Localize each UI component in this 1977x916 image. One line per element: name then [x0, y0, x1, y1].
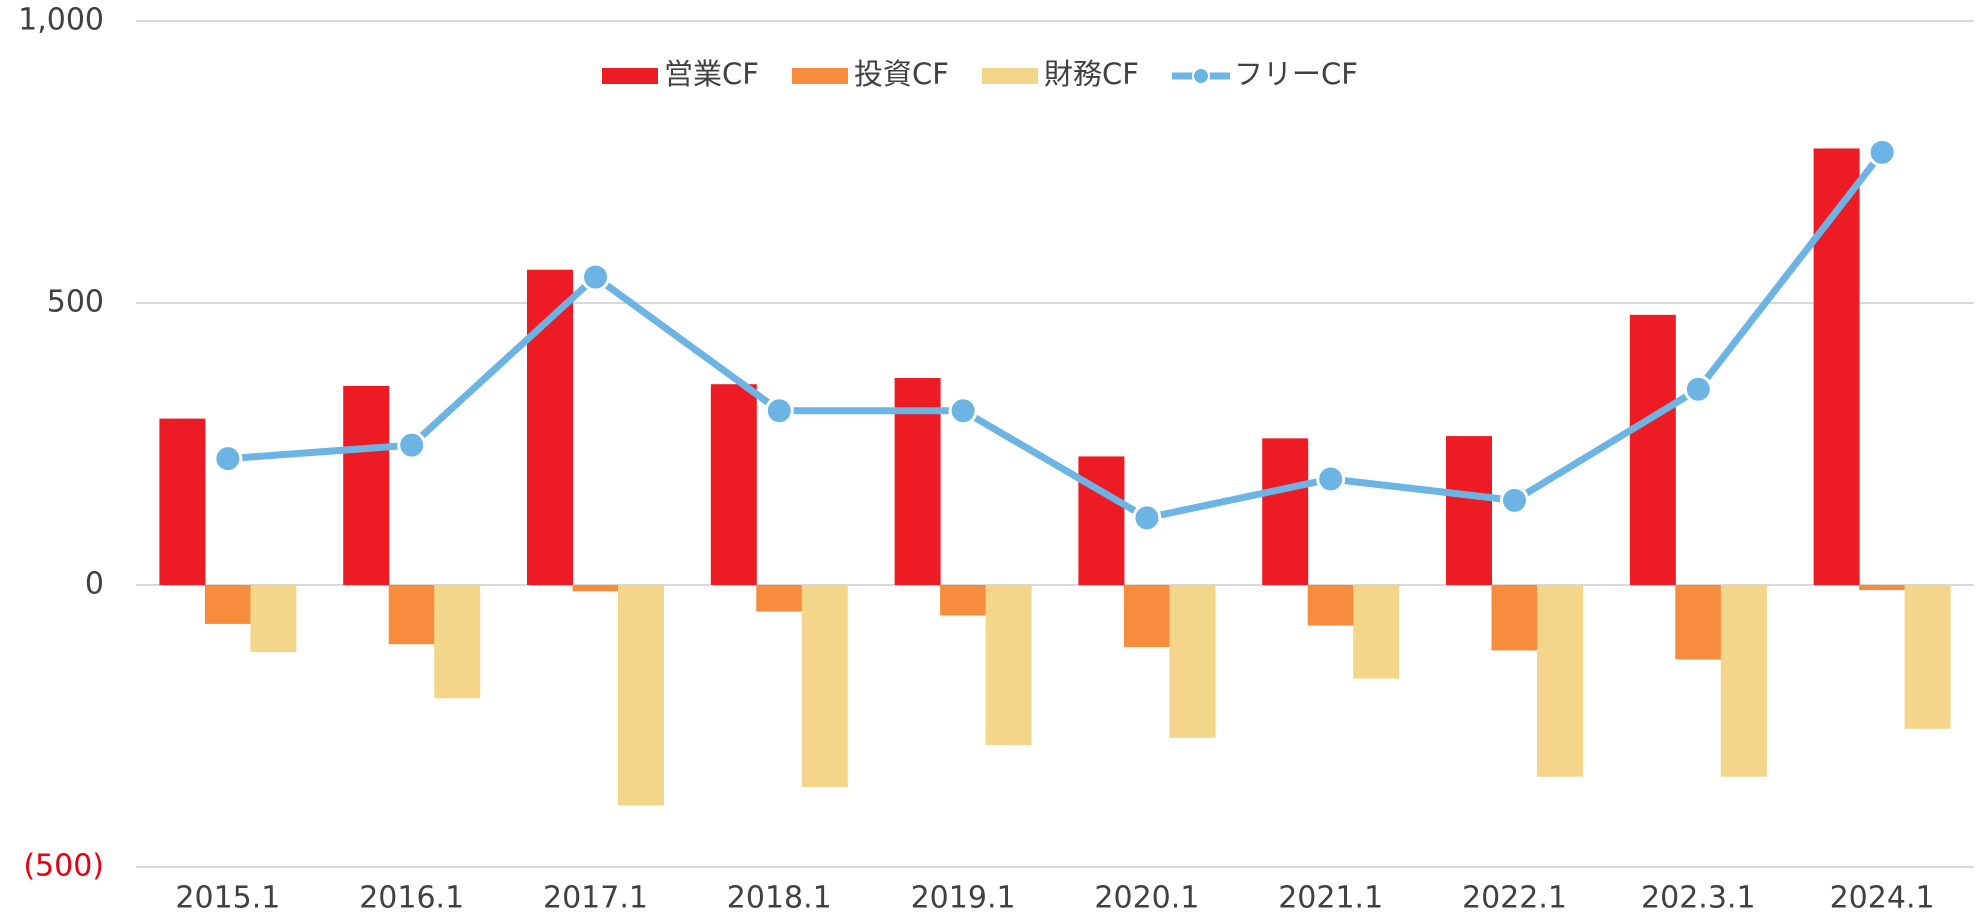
bar: [1491, 585, 1538, 651]
legend-swatch: [1192, 67, 1210, 85]
bar: [940, 585, 987, 616]
bar: [1720, 585, 1767, 777]
bar: [1904, 585, 1951, 729]
bar: [985, 585, 1032, 746]
x-tick-label: 2020.1: [1094, 881, 1199, 916]
bar: [1123, 585, 1170, 648]
line-point: [1500, 485, 1529, 515]
bar: [1675, 585, 1722, 660]
legend-swatch: [602, 68, 658, 84]
x-tick-label: 2024.1: [1830, 881, 1935, 916]
x-tick-label: 202.3.1: [1641, 881, 1756, 916]
line-point: [764, 396, 794, 426]
bar: [572, 585, 619, 592]
legend-swatch: [982, 68, 1038, 84]
bar: [1078, 456, 1125, 585]
x-tick-label: 2015.1: [175, 881, 280, 916]
bar: [204, 585, 251, 624]
y-tick-label: 0: [85, 567, 104, 602]
line-point: [397, 430, 427, 460]
legend-label: 投資CF: [854, 57, 949, 91]
bar: [1629, 314, 1676, 585]
legend-label: 財務CF: [1044, 57, 1139, 91]
line-point: [1132, 503, 1162, 533]
legend-swatch: [792, 68, 848, 84]
bar: [710, 384, 757, 585]
y-tick-label: (500): [23, 849, 104, 884]
bar: [250, 585, 297, 653]
line-point: [581, 262, 610, 292]
y-tick-label: 1,000: [18, 3, 104, 38]
x-tick-label: 2019.1: [911, 881, 1016, 916]
legend-label: 営業CF: [664, 57, 759, 91]
bar: [1262, 438, 1309, 585]
bar: [1353, 585, 1400, 679]
x-tick-label: 2017.1: [543, 881, 648, 916]
bar: [388, 585, 435, 645]
x-tick-label: 2022.1: [1462, 881, 1567, 916]
bar: [1859, 585, 1906, 591]
bar: [1813, 148, 1860, 586]
x-tick-label: 2021.1: [1278, 881, 1383, 916]
x-tick-label: 2018.1: [727, 881, 832, 916]
bar: [434, 585, 481, 699]
bar: [801, 585, 848, 787]
x-tick-label: 2016.1: [359, 881, 464, 916]
line-point: [1683, 374, 1713, 404]
bar: [159, 418, 206, 585]
bar: [1446, 436, 1492, 585]
line-point: [1867, 137, 1897, 167]
line-point: [1316, 464, 1346, 494]
line: [227, 150, 1885, 522]
bar: [756, 585, 803, 612]
line-point: [213, 444, 243, 474]
bar: [1307, 585, 1354, 626]
bar: [1537, 585, 1583, 777]
line-point: [948, 396, 978, 426]
bar: [1169, 585, 1216, 738]
bar: [343, 385, 390, 585]
y-tick-label: 500: [47, 285, 104, 320]
legend-label: フリーCF: [1234, 57, 1358, 91]
bar: [618, 585, 664, 806]
